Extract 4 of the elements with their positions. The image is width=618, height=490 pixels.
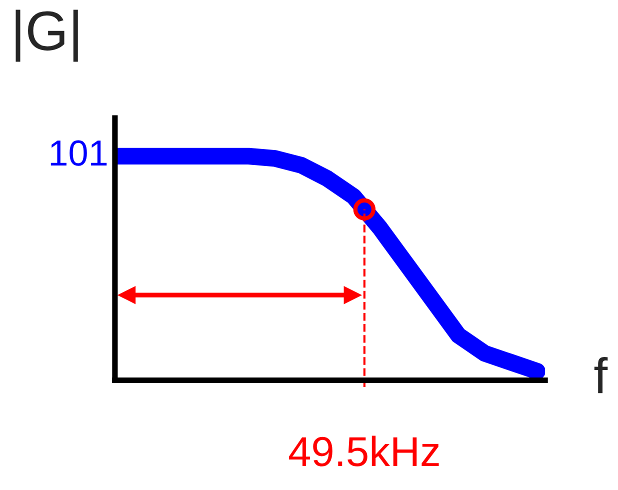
- text: 101: [50, 140, 107, 166]
- text: 49.5kHz: [288, 436, 439, 466]
- y-axis-title: |G|: [16, 10, 78, 62]
- x-axis-title: f: [594, 356, 608, 394]
